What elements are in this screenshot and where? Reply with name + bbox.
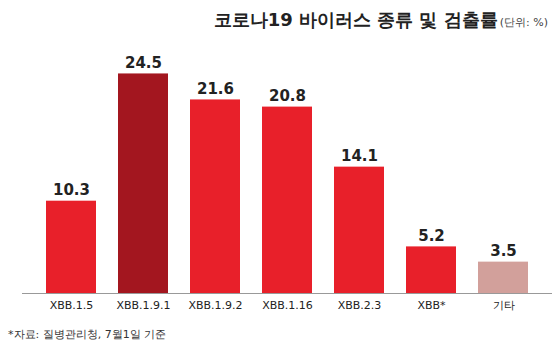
- svg-text:XBB.1.9.2: XBB.1.9.2: [188, 299, 242, 312]
- html-text:코로나19 바이러스 종류 및 검출률(단위: %): 코로나19 바이러스 종류 및 검출률(단위: %): [213, 9, 548, 30]
- svg-text:기타: 기타: [493, 299, 515, 312]
- svg-text:XBB*: XBB*: [417, 299, 446, 312]
- svg-text:24.5: 24.5: [125, 54, 162, 72]
- svg-text:XBB.2.3: XBB.2.3: [338, 299, 382, 312]
- svg-text:14.1: 14.1: [341, 147, 378, 165]
- svg-text:3.5: 3.5: [490, 242, 517, 260]
- html-text:*자료: 질병관리청, 7월1일 기준: *자료: 질병관리청, 7월1일 기준: [8, 328, 167, 341]
- svg-text:XBB.1.9.1: XBB.1.9.1: [116, 299, 170, 312]
- svg-text:XBB.1.16: XBB.1.16: [262, 299, 313, 312]
- svg-text:20.8: 20.8: [269, 87, 306, 105]
- svg-text:5.2: 5.2: [418, 227, 445, 245]
- svg-text:XBB.1.5: XBB.1.5: [50, 299, 94, 312]
- svg-text:21.6: 21.6: [197, 80, 234, 98]
- svg-text:10.3: 10.3: [53, 181, 90, 199]
